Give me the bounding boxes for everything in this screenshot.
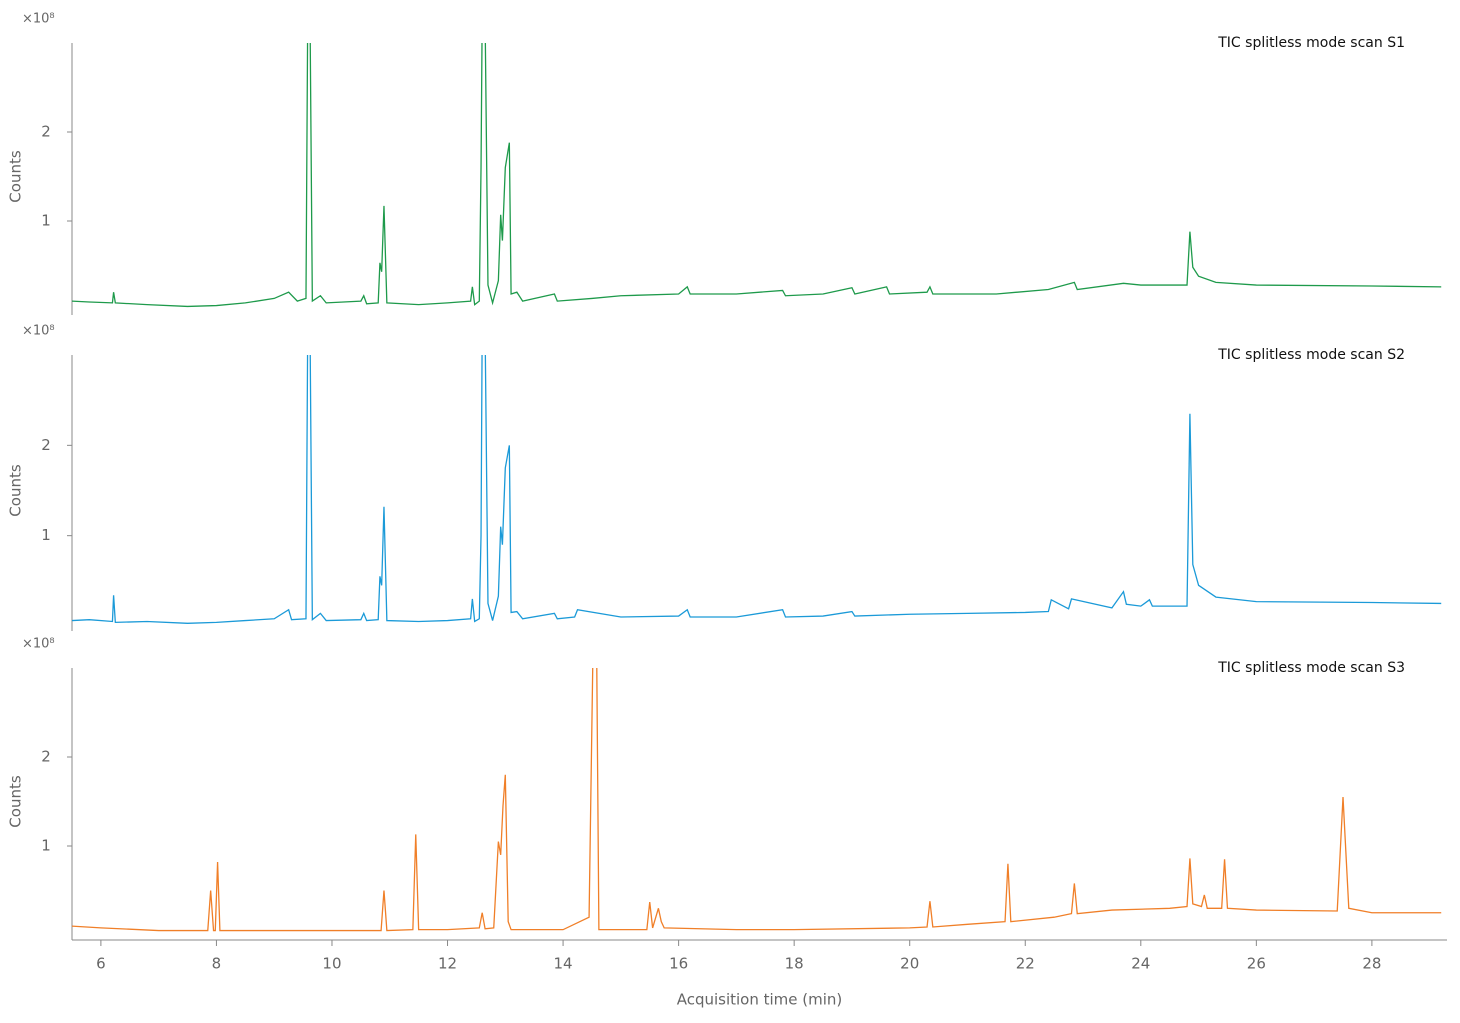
x-tick-label: 8 (212, 955, 222, 973)
y-multiplier: ×10⁸ (22, 637, 55, 652)
series-line (72, 43, 1442, 308)
legend-label: TIC splitless mode scan S3 (1217, 660, 1405, 676)
x-tick-label: 26 (1247, 955, 1266, 973)
y-multiplier: ×10⁸ (22, 324, 55, 339)
y-tick-label: 2 (41, 436, 51, 454)
y-tick-label: 2 (41, 123, 51, 141)
legend-label: TIC splitless mode scan S1 (1217, 35, 1405, 51)
x-tick-label: 20 (900, 955, 919, 973)
x-tick-label: 22 (1016, 955, 1035, 973)
x-tick-label: 14 (554, 955, 573, 973)
series-line (72, 668, 1442, 932)
panel: ×10⁸ Counts 1 2 TIC splitless mode scan S2 (7, 324, 1442, 631)
y-tick-label: 1 (41, 212, 51, 230)
x-tick-label: 16 (669, 955, 688, 973)
x-tick-label: 10 (322, 955, 341, 973)
panel: ×10⁸ Counts 1 2 TIC splitless mode scan S1 (7, 12, 1442, 315)
y-tick-label: 1 (41, 837, 51, 855)
x-tick-label: 24 (1131, 955, 1150, 973)
legend-label: TIC splitless mode scan S2 (1217, 347, 1405, 363)
y-tick-label: 1 (41, 526, 51, 544)
y-multiplier: ×10⁸ (22, 12, 55, 27)
x-tick-label: 6 (96, 955, 106, 973)
y-axis-label: Counts (7, 150, 25, 203)
x-tick-label: 12 (438, 955, 457, 973)
x-tick-label: 18 (785, 955, 804, 973)
y-axis-label: Counts (7, 775, 25, 828)
x-tick-label: 28 (1362, 955, 1381, 973)
series-line (72, 355, 1442, 624)
x-axis-label: Acquisition time (min) (677, 991, 843, 1009)
y-axis-label: Counts (7, 464, 25, 517)
y-tick-label: 2 (41, 748, 51, 766)
